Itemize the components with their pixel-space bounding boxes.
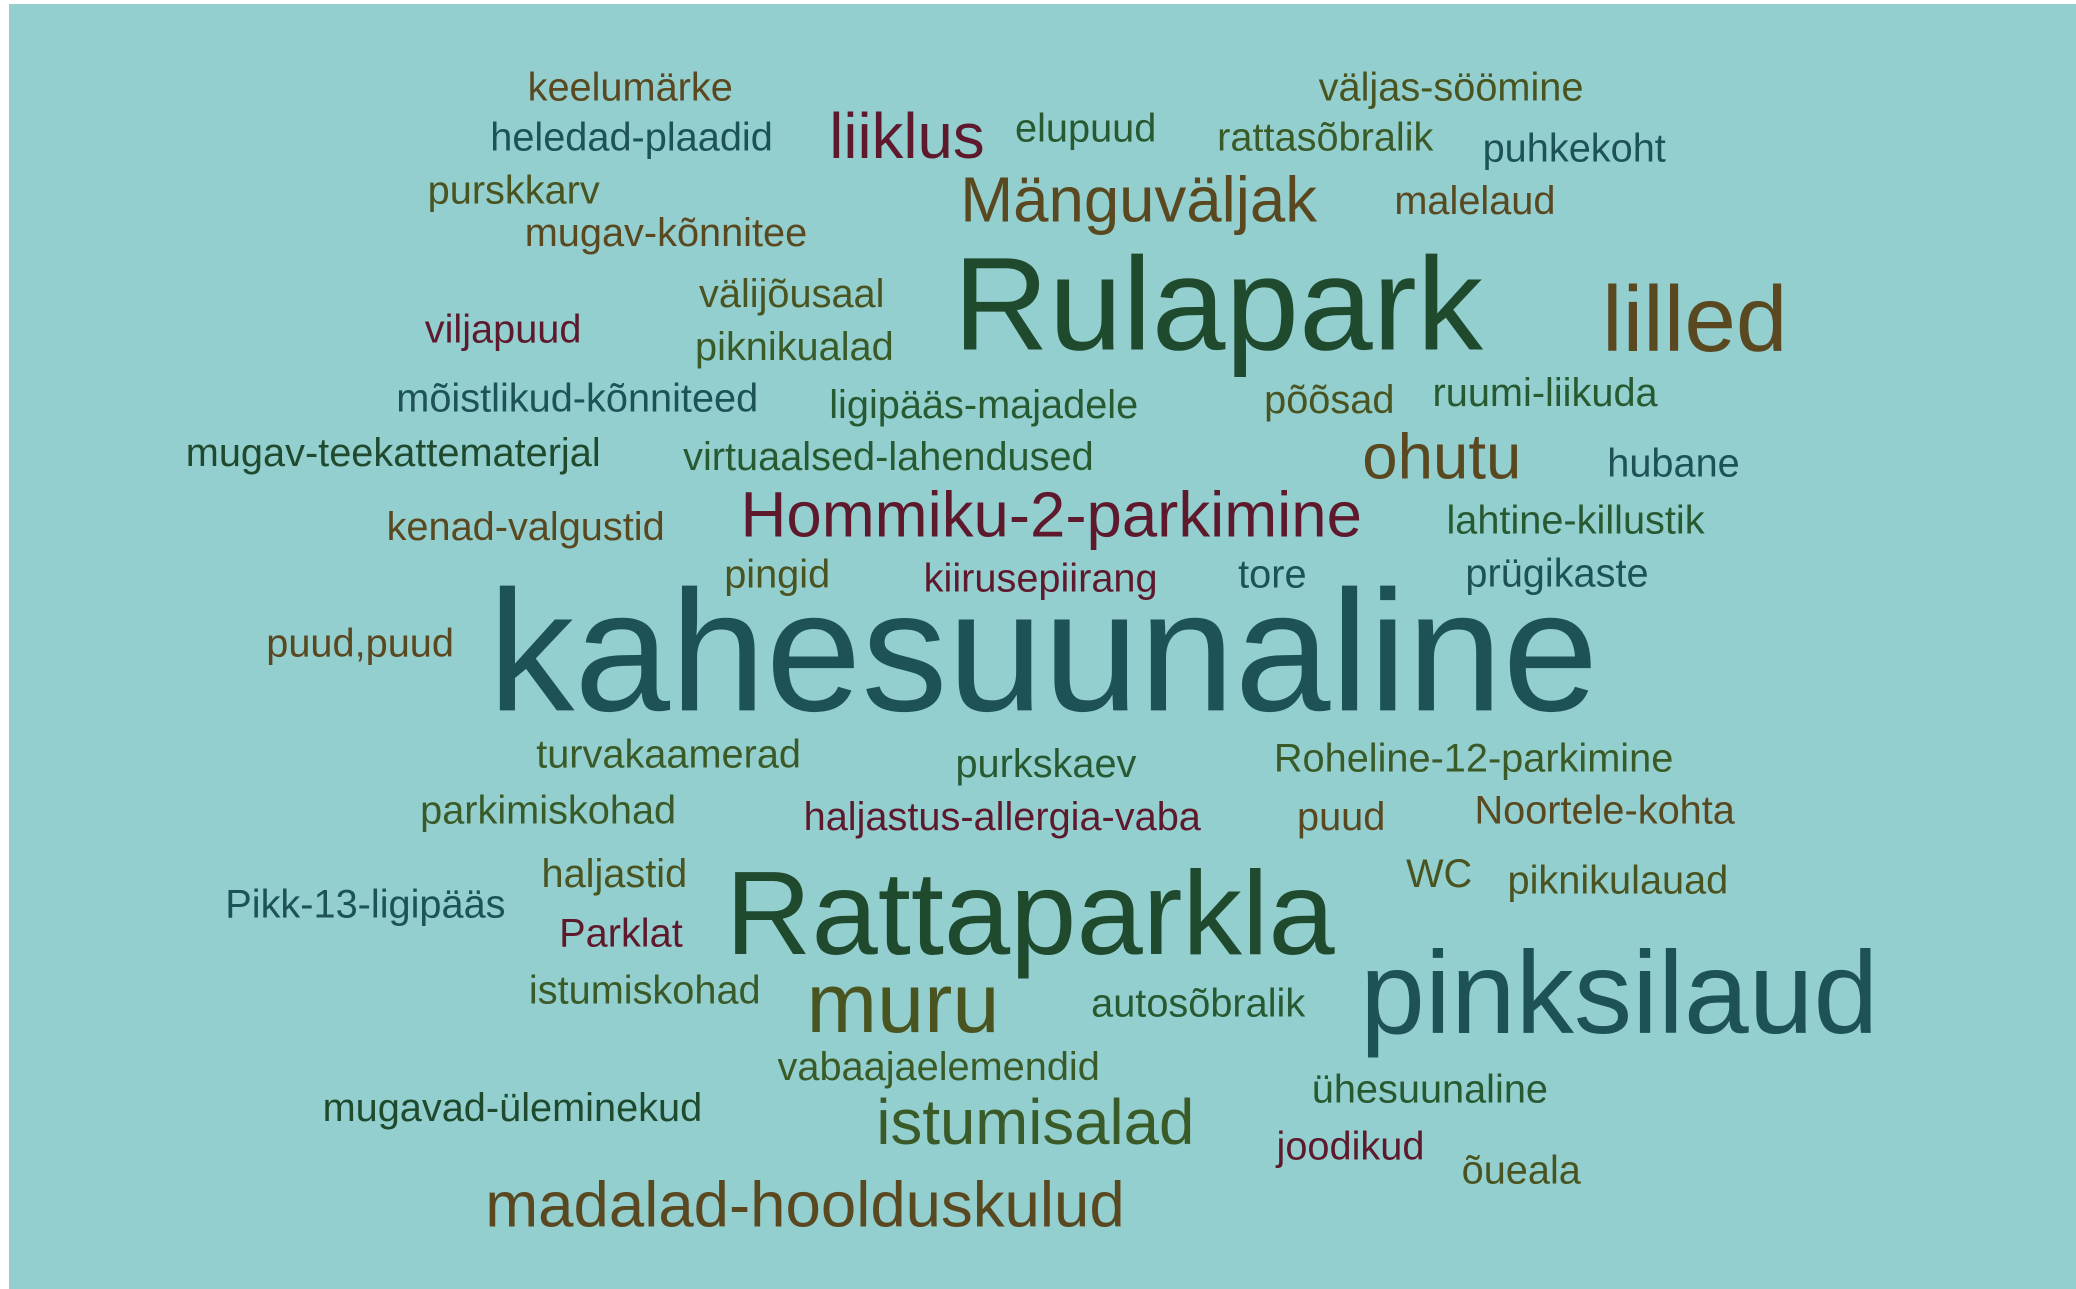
word: kahesuunaline xyxy=(488,555,1598,747)
word: mugav-teekattematerjal xyxy=(186,431,601,475)
word: haljastus-allergia-vaba xyxy=(804,795,1202,839)
word: vabaajaelemendid xyxy=(778,1045,1100,1089)
word: ohutu xyxy=(1362,421,1521,492)
word: Rulapark xyxy=(953,231,1484,379)
word: Noortele-kohta xyxy=(1474,788,1735,832)
word: põõsad xyxy=(1264,378,1394,422)
word: haljastid xyxy=(541,852,687,896)
word: väljas-söömine xyxy=(1319,65,1584,109)
word: ruumi-liikuda xyxy=(1433,371,1659,415)
word: viljapuud xyxy=(425,308,582,352)
word: elupuud xyxy=(1015,106,1156,150)
word: kiirusepiirang xyxy=(924,557,1158,601)
word: Parklat xyxy=(559,911,683,955)
word: keelumärke xyxy=(528,65,733,109)
word: hubane xyxy=(1607,441,1740,485)
word: õueala xyxy=(1462,1148,1582,1192)
word: ühesuunaline xyxy=(1312,1068,1548,1112)
word: mugavad-üleminekud xyxy=(323,1086,703,1130)
word: joodikud xyxy=(1276,1125,1425,1169)
word: välijõusaal xyxy=(699,272,884,316)
word: puhkekoht xyxy=(1483,126,1666,170)
word: heledad-plaadid xyxy=(490,116,773,160)
word: lilled xyxy=(1602,267,1787,371)
background xyxy=(9,4,2076,1289)
word: piknikualad xyxy=(695,325,894,369)
word: lahtine-killustik xyxy=(1446,498,1704,542)
word: mugav-kõnnitee xyxy=(525,211,808,255)
word: WC xyxy=(1406,852,1472,896)
word: istumiskohad xyxy=(529,968,761,1012)
word: istumisalad xyxy=(876,1087,1194,1158)
word: virtuaalsed-lahendused xyxy=(683,435,1094,479)
word: pinksilaud xyxy=(1360,928,1878,1058)
word: Pikk-13-ligipääs xyxy=(225,882,505,926)
word: autosõbralik xyxy=(1091,982,1305,1026)
word: turvakaamerad xyxy=(536,733,801,777)
word: Rattaparkla xyxy=(725,847,1335,980)
word: pingid xyxy=(724,553,830,597)
word: madalad-hoolduskulud xyxy=(485,1169,1124,1240)
word: piknikulauad xyxy=(1508,858,1729,902)
word: purskkarv xyxy=(428,169,600,213)
word: rattasõbralik xyxy=(1217,116,1433,160)
word: kenad-valgustid xyxy=(387,505,665,549)
word: ligipääs-majadele xyxy=(829,383,1138,427)
word: Mänguväljak xyxy=(960,164,1317,235)
word: muru xyxy=(806,955,999,1050)
word: liiklus xyxy=(829,101,984,172)
word: puud,puud xyxy=(266,621,454,665)
word: parkimiskohad xyxy=(420,788,676,832)
word: tore xyxy=(1238,553,1306,597)
word: Roheline-12-parkimine xyxy=(1274,737,1673,781)
word: prügikaste xyxy=(1465,551,1648,595)
word: purkskaev xyxy=(955,742,1136,786)
word: Hommiku-2-parkimine xyxy=(740,480,1361,551)
word: mõistlikud-kõnniteed xyxy=(396,377,758,421)
word: puud xyxy=(1297,795,1385,839)
word: malelaud xyxy=(1394,179,1555,223)
